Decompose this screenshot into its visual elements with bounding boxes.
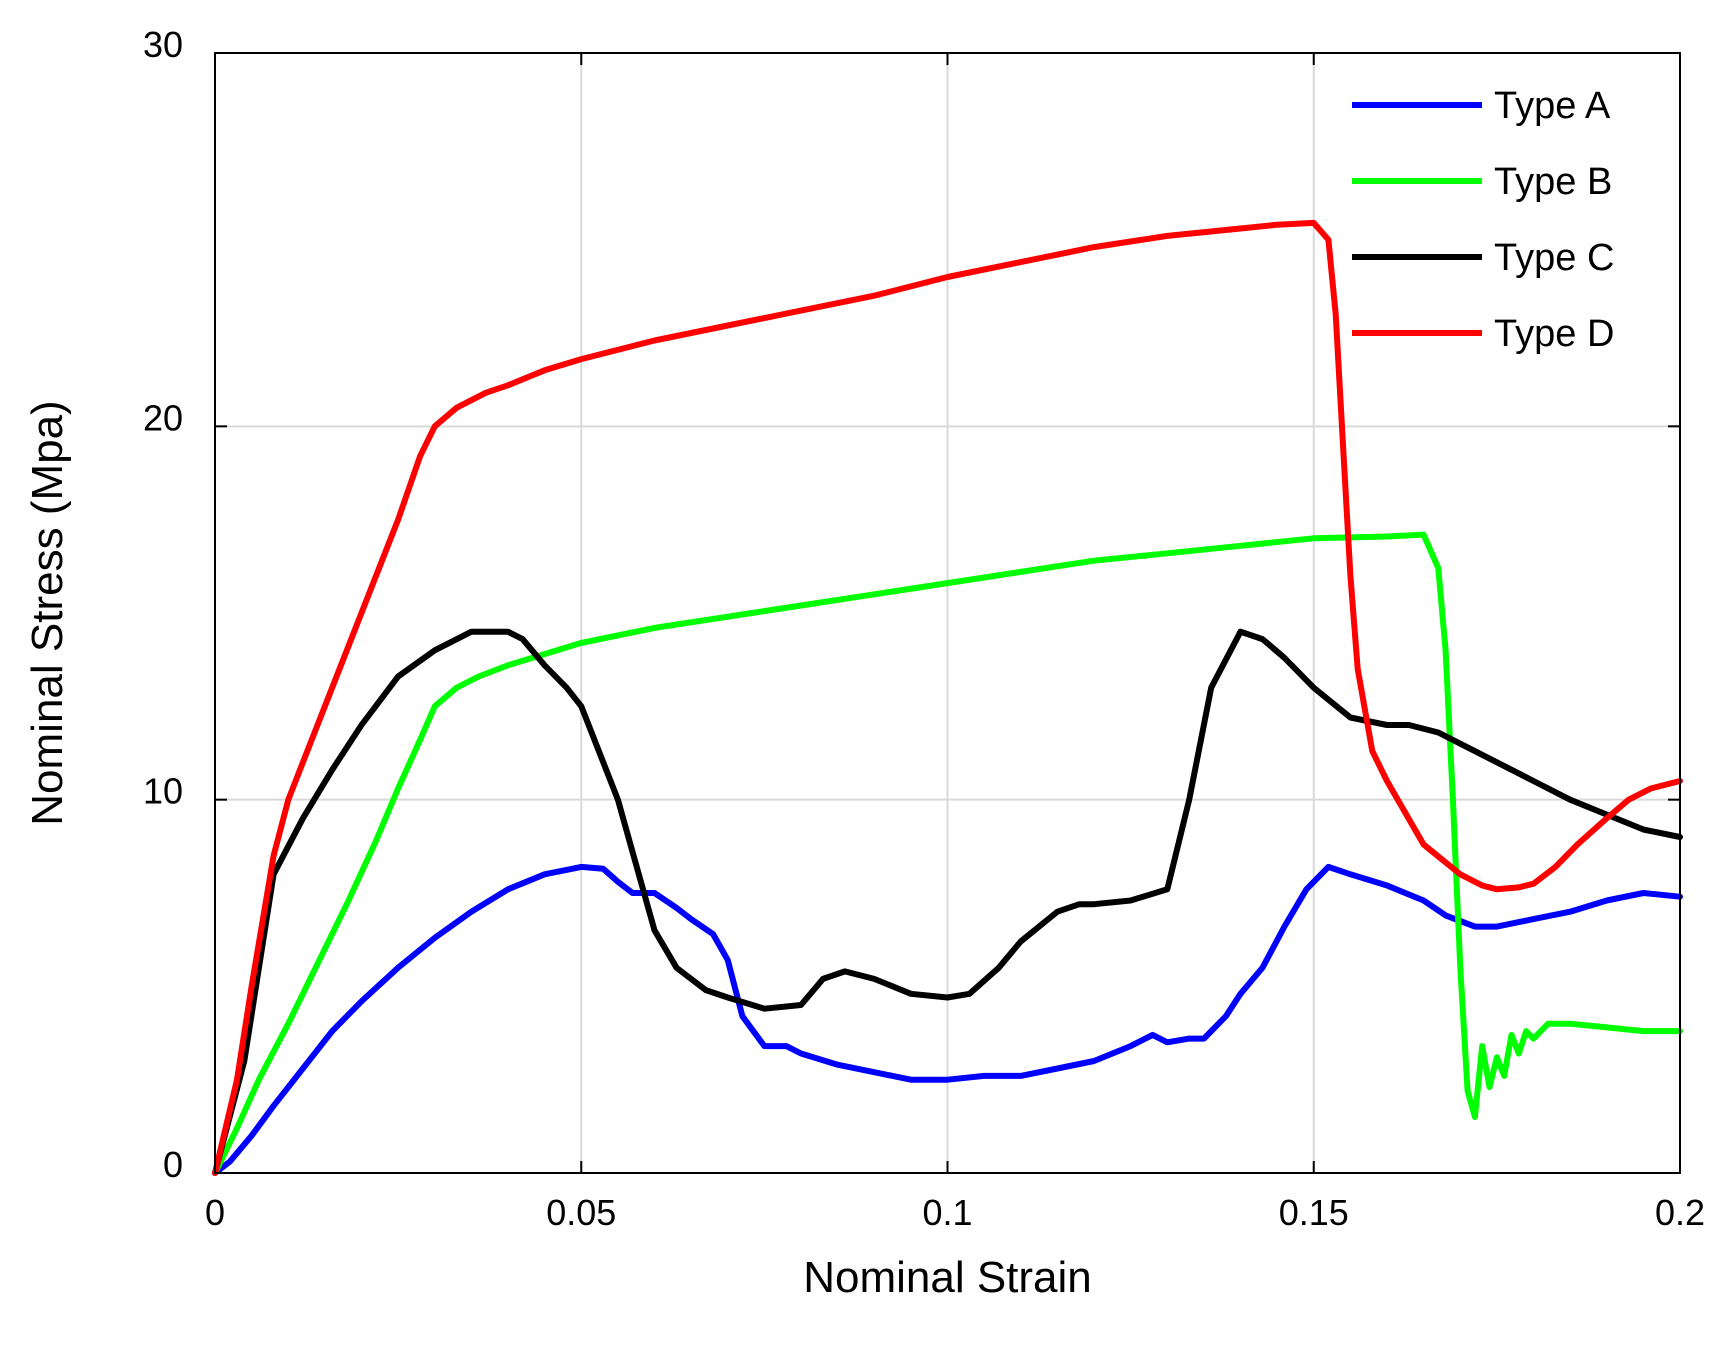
y-tick-label: 30	[143, 24, 183, 65]
x-tick-label: 0.05	[546, 1192, 616, 1233]
series-line-type-a	[212, 863, 1683, 1176]
legend-label-type-a: Type A	[1494, 85, 1611, 127]
series-line-type-d	[212, 219, 1683, 1176]
series-line-type-c	[212, 628, 1683, 1176]
x-tick-label: 0.15	[1279, 1192, 1349, 1233]
x-tick-label: 0.1	[922, 1192, 972, 1233]
x-tick-label: 0.2	[1655, 1192, 1705, 1233]
series-line-type-b	[212, 531, 1683, 1176]
y-tick-label: 20	[143, 397, 183, 438]
y-tick-label: 0	[163, 1144, 183, 1185]
grid-layer	[215, 53, 1680, 1173]
legend-label-type-c: Type C	[1494, 237, 1614, 279]
legend: Type A Type B Type C Type D	[1352, 85, 1614, 355]
x-tick-label: 0	[205, 1192, 225, 1233]
legend-label-type-d: Type D	[1494, 313, 1614, 355]
y-axis-title: Nominal Stress (Mpa)	[23, 400, 72, 825]
series-layer	[212, 219, 1683, 1176]
x-axis-title: Nominal Strain	[803, 1253, 1092, 1302]
ticks-layer: 0 0.05 0.1 0.15 0.2 0 10 20 30	[143, 24, 1705, 1233]
legend-label-type-b: Type B	[1494, 161, 1612, 203]
y-tick-label: 10	[143, 771, 183, 812]
